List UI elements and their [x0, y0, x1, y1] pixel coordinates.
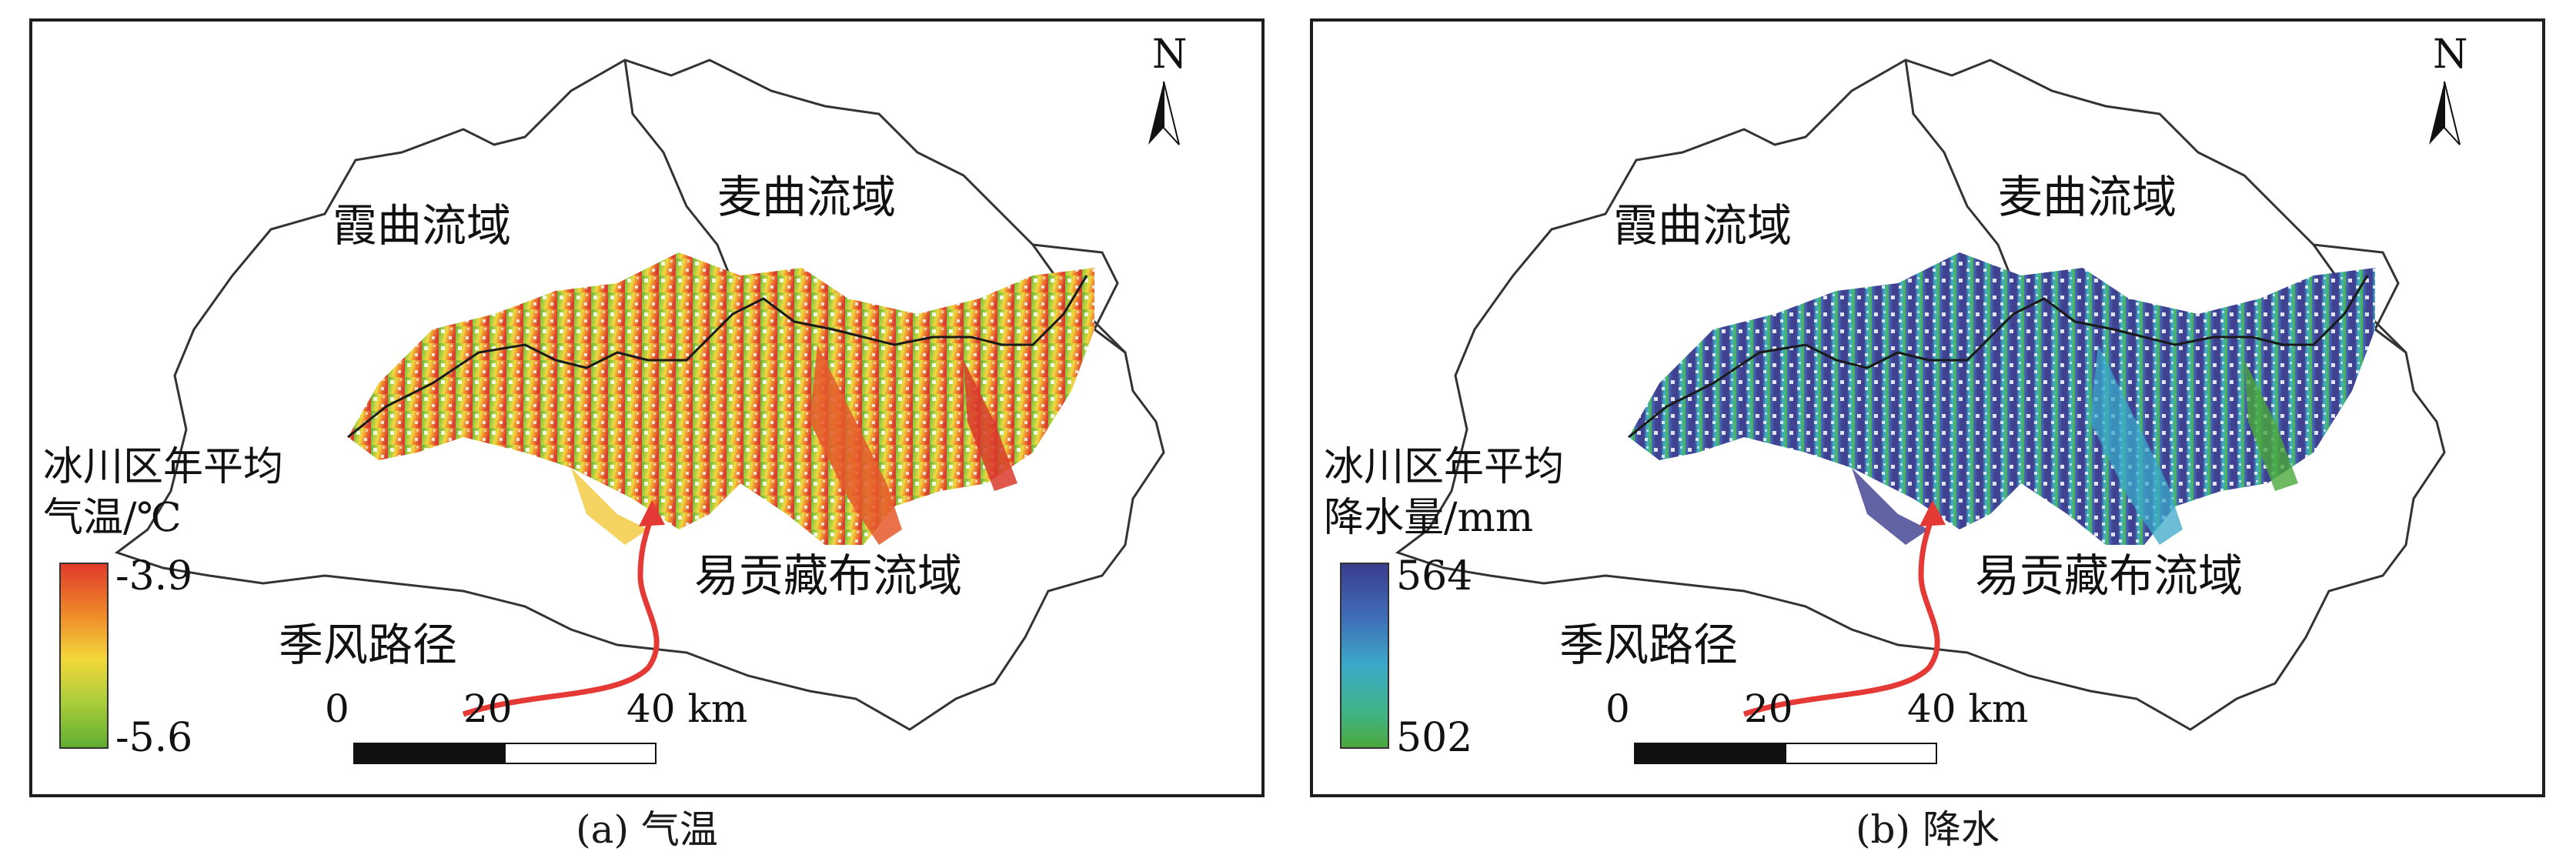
legend-min-value: -5.6 [115, 715, 192, 761]
caption-precipitation: (b) 降水 [1856, 807, 2000, 852]
legend-title-line1: 冰川区年平均 [43, 444, 283, 490]
glacier-area [348, 252, 1094, 545]
glacier-area [1629, 252, 2375, 545]
north-arrow-icon [2429, 81, 2461, 145]
basin-outline [1395, 58, 2446, 731]
legend-title-line2: 降水量/mm [1324, 495, 1533, 541]
map-panel-temperature: 霞曲流域 麦曲流域 易贡藏布流域 季风路径 冰川区年平均 气温/℃ -3.9 -… [29, 18, 1265, 797]
label-basin-maiqu: 麦曲流域 [717, 171, 896, 223]
scale-tick-40: 40 km [626, 686, 747, 731]
legend-title-line2: 气温/℃ [43, 495, 182, 541]
monsoon-arrowhead [639, 500, 665, 526]
scale-tick-20: 20 [463, 686, 513, 731]
legend-color-ramp [59, 563, 109, 749]
basin-divide [1904, 59, 2015, 284]
caption-temperature: (a) 气温 [576, 807, 718, 852]
legend-color-ramp [1340, 563, 1389, 749]
legend-max-value: -3.9 [115, 553, 192, 599]
map-canvas-precipitation: 霞曲流域 麦曲流域 易贡藏布流域 季风路径 冰川区年平均 降水量/mm 564 … [1324, 32, 2468, 764]
scale-tick-0: 0 [325, 686, 349, 731]
north-label: N [1152, 32, 1188, 78]
label-basin-maiqu: 麦曲流域 [1998, 171, 2177, 223]
scale-bar [353, 743, 657, 764]
main-ridge-line [347, 275, 1088, 439]
label-monsoon-path: 季风路径 [1559, 619, 1738, 671]
north-label: N [2433, 32, 2468, 78]
main-ridge-line [1628, 275, 2369, 439]
legend-min-value: 502 [1396, 715, 1472, 761]
map-panel-precipitation: 霞曲流域 麦曲流域 易贡藏布流域 季风路径 冰川区年平均 降水量/mm 564 … [1310, 18, 2545, 797]
monsoon-path-arrow [1742, 513, 1940, 717]
scale-tick-20: 20 [1744, 686, 1793, 731]
label-basin-xiaqu: 霞曲流域 [1613, 199, 1792, 252]
monsoon-arrowhead [1919, 500, 1946, 526]
scale-bar [1634, 743, 1937, 764]
basin-outline [114, 58, 1165, 731]
label-basin-yigong: 易贡藏布流域 [1975, 549, 2243, 602]
scale-tick-0: 0 [1605, 686, 1630, 731]
label-monsoon-path: 季风路径 [279, 619, 457, 671]
label-basin-xiaqu: 霞曲流域 [332, 199, 511, 252]
label-basin-yigong: 易贡藏布流域 [694, 549, 962, 602]
legend-max-value: 564 [1396, 553, 1472, 599]
basin-divide [623, 59, 734, 284]
legend-title-line1: 冰川区年平均 [1324, 444, 1564, 490]
scale-tick-40: 40 km [1907, 686, 2028, 731]
north-arrow-icon [1148, 81, 1180, 145]
monsoon-path-arrow [462, 513, 660, 717]
map-canvas-temperature: 霞曲流域 麦曲流域 易贡藏布流域 季风路径 冰川区年平均 气温/℃ -3.9 -… [43, 32, 1188, 764]
